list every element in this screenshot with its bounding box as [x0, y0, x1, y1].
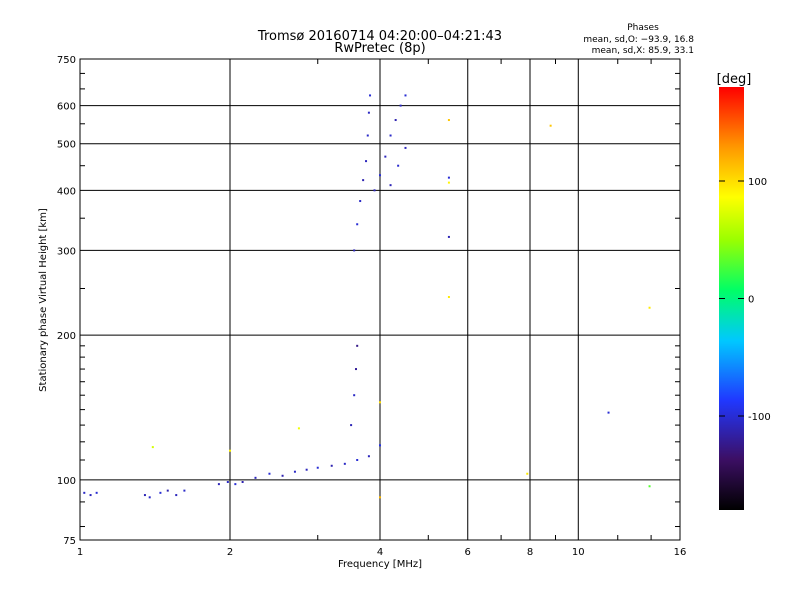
outlier-point — [648, 485, 651, 488]
colorbar-ticks: 100 0 -100 — [719, 177, 771, 423]
ticks-layer: 1 2 4 6 8 10 16 75 100 200 300 400 500 600 750 — [57, 55, 686, 558]
data-point — [362, 179, 365, 182]
data-point — [183, 489, 186, 492]
x-tick-label: 16 — [674, 547, 687, 558]
data-point — [367, 111, 370, 114]
y-tick-label: 100 — [57, 476, 76, 487]
outlier-point — [229, 449, 231, 452]
data-point — [316, 466, 319, 469]
data-point — [217, 483, 220, 486]
colorbar-unit: [deg] — [717, 72, 752, 87]
outlier-point — [648, 306, 651, 309]
phases-x-line: mean, sd,X: 85.9, 33.1 — [592, 46, 694, 56]
phases-o-line: mean, sd,O: −93.9, 16.8 — [583, 35, 694, 45]
data-point — [359, 200, 362, 203]
outlier-point — [297, 427, 300, 430]
data-point — [356, 344, 359, 347]
outlier-point — [379, 496, 381, 499]
data-point — [281, 474, 284, 477]
data-point — [268, 472, 271, 475]
data-point — [293, 470, 296, 473]
outlier-point — [151, 446, 154, 449]
data-point — [159, 491, 162, 494]
outlier-point — [607, 411, 610, 414]
outlier-point — [549, 124, 552, 127]
phases-header: Phases — [627, 23, 659, 33]
x-axis-label: Frequency [MHz] — [338, 559, 422, 570]
data-point — [305, 468, 308, 471]
y-tick-label: 750 — [57, 55, 76, 66]
outlier-point — [447, 119, 450, 122]
data-point — [254, 476, 257, 479]
data-point — [241, 481, 244, 484]
data-point — [384, 155, 387, 158]
data-point — [394, 119, 397, 122]
data-point — [234, 483, 237, 486]
data-point — [166, 489, 169, 492]
data-point — [175, 494, 178, 497]
data-point — [356, 458, 359, 461]
data-point — [353, 394, 356, 397]
chart-subtitle: RwPretec (8p) — [334, 41, 425, 56]
data-point — [373, 189, 376, 192]
y-tick-label: 300 — [57, 246, 76, 257]
outlier-point — [526, 472, 529, 475]
data-point — [83, 491, 86, 494]
data-point — [367, 455, 370, 458]
grid-layer — [80, 59, 680, 540]
data-point — [366, 134, 369, 137]
colorbar-tick-label: 100 — [748, 177, 767, 188]
data-point — [330, 464, 333, 467]
data-point — [350, 424, 353, 427]
data-point — [143, 494, 146, 497]
data-point — [148, 496, 151, 499]
data-point — [95, 491, 98, 494]
outlier-point — [447, 235, 450, 238]
x-tick-label: 10 — [572, 547, 585, 558]
colorbar-tick-label: -100 — [748, 412, 771, 423]
outlier-point — [447, 296, 450, 299]
data-point — [397, 164, 400, 167]
chart-title: Tromsø 20160714 04:20:00–04:21:43 — [257, 29, 502, 44]
y-tick-label: 600 — [57, 102, 76, 113]
outlier-point — [379, 401, 381, 404]
data-point — [369, 94, 372, 97]
y-tick-label: 200 — [57, 331, 76, 342]
data-point — [389, 184, 392, 187]
data-point — [389, 134, 392, 137]
y-tick-label: 500 — [57, 140, 76, 151]
data-point — [356, 223, 359, 226]
data-point — [379, 444, 381, 447]
points-layer — [83, 94, 651, 499]
data-point — [343, 462, 346, 465]
x-tick-label: 8 — [527, 547, 533, 558]
data-point — [404, 94, 407, 97]
data-point — [399, 104, 402, 107]
x-tick-label: 1 — [77, 547, 83, 558]
colorbar-tick-label: 0 — [748, 295, 754, 306]
data-point — [404, 146, 407, 149]
x-tick-label: 6 — [465, 547, 471, 558]
outlier-point — [447, 181, 450, 184]
y-tick-label: 400 — [57, 186, 76, 197]
y-axis-label: Stationary phase Virtual Height [km] — [38, 208, 49, 392]
data-point — [365, 160, 368, 163]
data-point — [226, 481, 229, 484]
data-point — [89, 494, 92, 497]
data-point — [353, 249, 356, 252]
x-tick-label: 2 — [227, 547, 233, 558]
data-point — [379, 174, 381, 177]
data-point — [354, 368, 357, 371]
outlier-point — [447, 176, 450, 179]
x-tick-label: 4 — [377, 547, 383, 558]
y-tick-label: 75 — [63, 536, 76, 547]
